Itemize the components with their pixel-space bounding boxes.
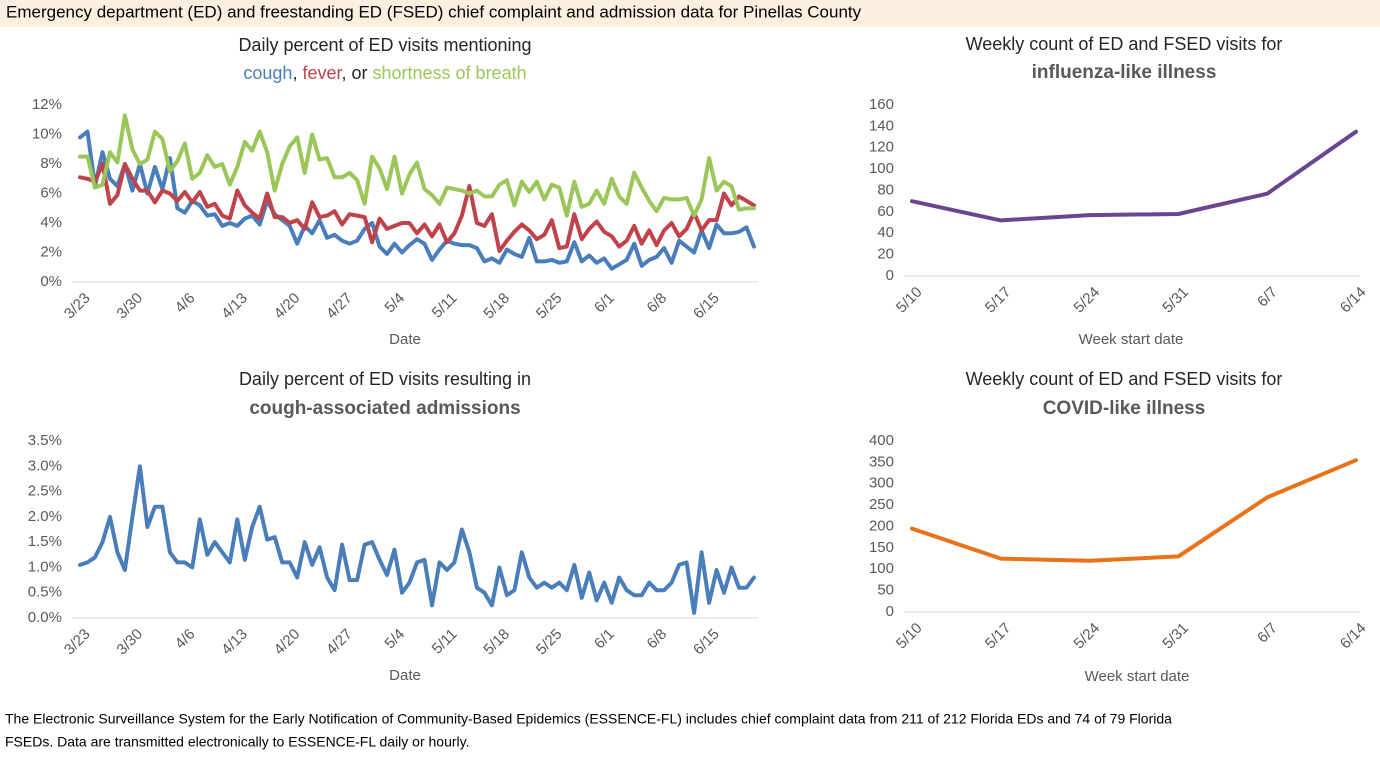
x-tick-label: 4/6	[172, 290, 199, 317]
y-tick-label: 100	[869, 560, 894, 577]
y-tick-label: 300	[869, 475, 894, 492]
legend-entry: fever	[302, 63, 342, 83]
legend-separator: ,	[292, 63, 302, 83]
y-tick-label: 0	[886, 603, 894, 620]
y-tick-label: 60	[877, 203, 894, 220]
y-tick-label: 250	[869, 496, 894, 513]
y-tick-label: 20	[877, 246, 894, 263]
page-title: Emergency department (ED) and freestandi…	[6, 2, 862, 21]
y-tick-label: 2.5%	[28, 483, 62, 500]
x-tick-label: 4/13	[218, 626, 251, 659]
x-tick-label: 5/25	[533, 290, 566, 323]
chart-subtitle: COVID-like illness	[1043, 398, 1206, 419]
x-tick-label: 3/30	[113, 626, 146, 659]
y-tick-label: 160	[869, 96, 894, 113]
x-tick-label: 5/17	[982, 620, 1015, 653]
x-tick-label: 5/11	[429, 626, 461, 658]
chart-title: Weekly count of ED and FSED visits for	[966, 369, 1283, 389]
y-tick-label: 2.0%	[28, 508, 62, 525]
y-tick-label: 0%	[40, 273, 62, 290]
x-tick-label: 5/24	[1071, 284, 1104, 317]
legend: cough, fever, or shortness of breath	[243, 63, 526, 83]
legend-entry: shortness of breath	[373, 63, 527, 83]
x-tick-label: 5/11	[429, 290, 461, 322]
y-tick-label: 12%	[32, 96, 62, 113]
x-tick-label: 3/30	[113, 290, 146, 323]
y-tick-label: 0.0%	[28, 609, 62, 626]
y-tick-label: 120	[869, 139, 894, 156]
x-tick-label: 4/20	[271, 626, 304, 659]
y-tick-label: 3.5%	[28, 432, 62, 449]
x-axis-label: Week start date	[1079, 331, 1184, 348]
x-tick-label: 6/15	[690, 290, 723, 323]
y-tick-label: 1.5%	[28, 533, 62, 550]
data-line	[910, 458, 1358, 563]
x-tick-label: 5/4	[381, 626, 408, 653]
x-tick-label: 6/14	[1337, 620, 1370, 653]
x-tick-label: 4/13	[218, 290, 251, 323]
x-tick-label: 5/10	[893, 620, 926, 653]
x-tick-label: 5/25	[533, 626, 566, 659]
y-tick-label: 2%	[40, 243, 62, 260]
x-tick-label: 6/15	[690, 626, 723, 659]
x-axis-label: Date	[389, 331, 421, 348]
y-tick-label: 40	[877, 224, 894, 241]
chart-title: Daily percent of ED visits resulting in	[239, 369, 531, 389]
chart-title: Daily percent of ED visits mentioning	[238, 35, 531, 55]
x-tick-label: 3/23	[61, 626, 94, 659]
x-tick-label: 6/1	[591, 290, 618, 317]
header-band	[0, 0, 1380, 27]
y-tick-label: 4%	[40, 214, 62, 231]
y-tick-label: 10%	[32, 125, 62, 142]
y-tick-label: 50	[877, 582, 894, 599]
x-tick-label: 5/24	[1071, 620, 1104, 653]
footnote: The Electronic Surveillance System for t…	[5, 711, 1172, 727]
x-axis-label: Week start date	[1085, 668, 1190, 685]
legend-separator: , or	[341, 63, 372, 83]
x-tick-label: 4/27	[323, 626, 356, 659]
x-tick-label: 6/8	[644, 626, 671, 653]
x-tick-label: 3/23	[61, 290, 94, 323]
x-tick-label: 5/4	[381, 290, 408, 317]
data-line	[910, 129, 1358, 223]
y-tick-label: 150	[869, 539, 894, 556]
y-tick-label: 200	[869, 517, 894, 534]
y-tick-label: 1.0%	[28, 558, 62, 575]
legend-entry: cough	[243, 63, 292, 83]
data-line	[78, 113, 756, 218]
x-tick-label: 6/8	[644, 290, 671, 317]
x-tick-label: 6/7	[1254, 620, 1281, 647]
chart-title: Weekly count of ED and FSED visits for	[966, 34, 1283, 54]
y-tick-label: 8%	[40, 155, 62, 172]
chart-subtitle: influenza-like illness	[1032, 62, 1217, 83]
footnote: FSEDs. Data are transmitted electronical…	[5, 734, 470, 750]
x-tick-label: 5/31	[1159, 284, 1192, 317]
y-tick-label: 6%	[40, 184, 62, 201]
x-tick-label: 5/10	[893, 284, 926, 317]
y-tick-label: 140	[869, 117, 894, 134]
x-tick-label: 6/7	[1254, 284, 1281, 311]
x-tick-label: 5/18	[480, 626, 513, 659]
y-tick-label: 400	[869, 432, 894, 449]
data-line	[78, 162, 756, 253]
x-tick-label: 4/6	[172, 626, 199, 653]
x-axis-label: Date	[389, 667, 421, 684]
x-tick-label: 4/20	[271, 290, 304, 323]
y-tick-label: 0	[886, 267, 894, 284]
data-line	[78, 464, 756, 615]
y-tick-label: 80	[877, 181, 894, 198]
y-tick-label: 350	[869, 453, 894, 470]
x-tick-label: 5/18	[480, 290, 513, 323]
y-tick-label: 100	[869, 160, 894, 177]
chart-subtitle: cough-associated admissions	[249, 398, 520, 419]
x-tick-label: 6/14	[1337, 284, 1370, 317]
y-tick-label: 3.0%	[28, 457, 62, 474]
y-tick-label: 0.5%	[28, 584, 62, 601]
x-tick-label: 5/31	[1159, 620, 1192, 653]
x-tick-label: 6/1	[591, 626, 618, 653]
x-tick-label: 5/17	[982, 284, 1015, 317]
x-tick-label: 4/27	[323, 290, 356, 323]
